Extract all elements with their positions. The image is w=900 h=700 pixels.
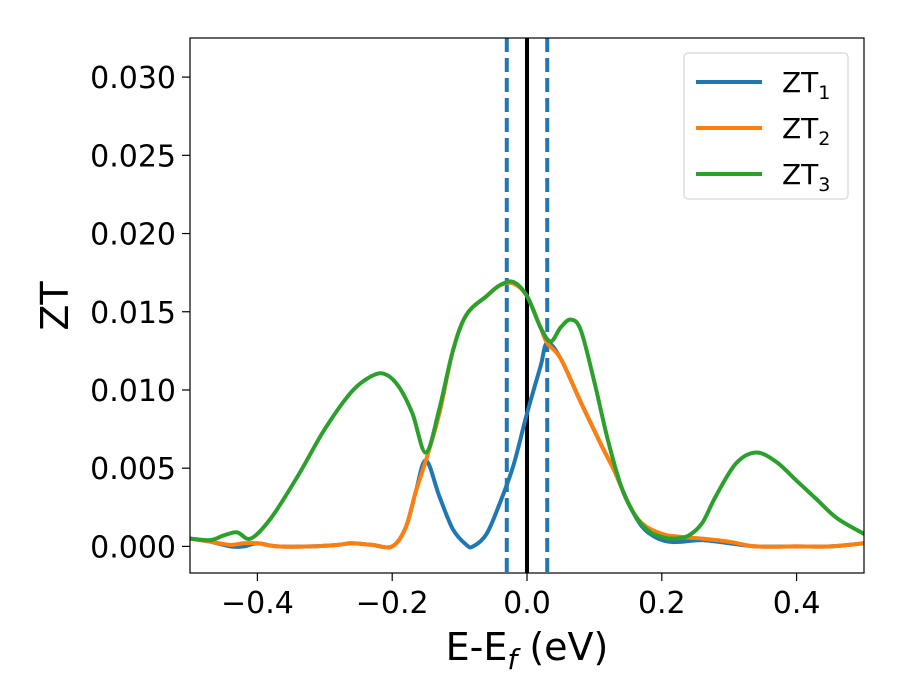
- x-tick-label: 0.0: [503, 586, 551, 621]
- y-tick-label: 0.020: [90, 218, 176, 253]
- x-axis: −0.4 −0.2 0.0 0.2 0.4: [221, 573, 820, 621]
- x-axis-label-unit: (eV): [517, 625, 608, 669]
- legend-label-3: ZT3: [782, 158, 830, 196]
- y-tick-label: 0.025: [90, 139, 176, 174]
- y-axis: 0.000 0.005 0.010 0.015 0.020 0.025 0.030: [90, 61, 190, 565]
- y-axis-label: ZT: [33, 281, 77, 331]
- x-tick-label: −0.4: [221, 586, 294, 621]
- y-tick-label: 0.030: [90, 61, 176, 96]
- x-axis-label: E-Ef (eV): [446, 625, 609, 676]
- x-tick-label: 0.2: [638, 586, 686, 621]
- x-tick-label: −0.2: [356, 586, 429, 621]
- legend-box: [683, 52, 849, 200]
- y-tick-label: 0.000: [90, 530, 176, 565]
- y-tick-label: 0.010: [90, 374, 176, 409]
- legend: ZT1 ZT2 ZT3: [683, 52, 849, 200]
- x-tick-label: 0.4: [773, 586, 821, 621]
- y-tick-label: 0.005: [90, 452, 176, 487]
- legend-label-2: ZT2: [782, 112, 830, 150]
- legend-label-1: ZT1: [782, 66, 830, 104]
- series-lines: [190, 279, 864, 550]
- y-tick-label: 0.015: [90, 296, 176, 331]
- x-axis-label-main: E-E: [446, 625, 508, 669]
- series-line-3: [190, 279, 864, 543]
